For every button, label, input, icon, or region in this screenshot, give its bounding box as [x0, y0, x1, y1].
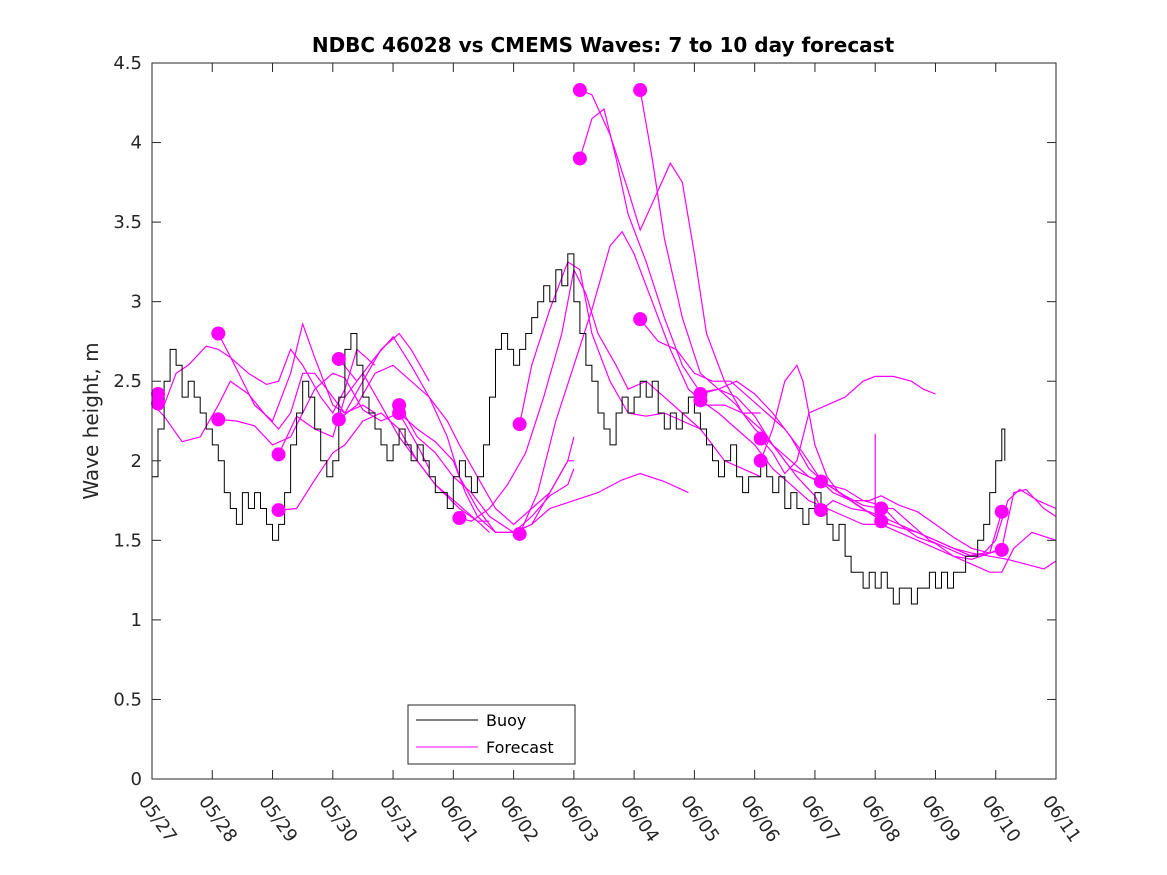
legend-forecast-label: Forecast [486, 738, 554, 757]
x-tick-label: 06/02 [496, 792, 543, 847]
forecast-start-marker [271, 503, 286, 518]
y-tick-label: 2.5 [113, 371, 142, 392]
forecast-start-marker [512, 417, 527, 432]
axes-frame [151, 62, 1057, 780]
forecast-start-marker [813, 474, 828, 489]
x-tick-label: 06/03 [556, 792, 603, 847]
forecast-start-marker [151, 396, 166, 411]
y-tick-label: 1 [131, 610, 142, 631]
legend: Buoy Forecast [407, 704, 576, 765]
forecast-start-marker [813, 503, 828, 518]
y-axis-label: Wave height, m [79, 342, 103, 499]
forecast-line [278, 412, 490, 533]
forecast-start-marker [874, 501, 889, 516]
y-tick-label: 3 [131, 292, 142, 313]
forecast-start-marker [633, 83, 648, 98]
forecast-line [700, 399, 1003, 561]
forecast-start-marker [331, 412, 346, 427]
forecast-line [519, 230, 761, 535]
forecast-line [760, 364, 876, 518]
forecast-line [760, 375, 936, 475]
x-tick-label: 05/27 [134, 792, 181, 847]
forecast-start-marker [572, 151, 587, 166]
forecast-start-marker [512, 526, 527, 541]
buoy-line [152, 253, 1006, 605]
x-tick-label: 06/07 [797, 792, 844, 847]
series-layer [152, 89, 1056, 605]
forecast-start-marker [633, 312, 648, 327]
forecast-start-marker [693, 393, 708, 408]
y-tick-label: 3.5 [113, 212, 142, 233]
chart-title: NDBC 46028 vs CMEMS Waves: 7 to 10 day f… [312, 33, 895, 57]
forecast-start-marker [994, 542, 1009, 557]
x-tick-label: 05/30 [315, 792, 362, 847]
x-tick-label: 06/11 [1038, 792, 1085, 847]
y-tick-label: 4.5 [113, 53, 142, 74]
y-tick-label: 2 [131, 451, 142, 472]
x-tick-label: 05/31 [375, 792, 422, 847]
y-tick-label: 0.5 [113, 689, 142, 710]
x-tick-label: 06/05 [676, 792, 723, 847]
forecast-start-marker [753, 453, 768, 468]
forecast-start-marker [271, 447, 286, 462]
forecast-start-marker [331, 351, 346, 366]
forecast-start-marker [392, 406, 407, 421]
x-tick-label: 06/06 [737, 792, 784, 847]
forecast-line [459, 267, 701, 522]
x-tick-label: 06/08 [857, 792, 904, 847]
forecast-line [820, 481, 1056, 554]
legend-box [407, 704, 576, 765]
x-tick-label: 06/01 [435, 792, 482, 847]
forecast-line [338, 364, 575, 526]
plot-area: 0 0.5 1 1.5 2 2.5 3 3.5 4 4.5 05/27 05/28 05/29 05/30… [113, 53, 1085, 846]
forecast-line [519, 260, 761, 478]
forecast-line [152, 345, 376, 415]
x-tick-label: 06/09 [917, 792, 964, 847]
marker-layer [151, 83, 1009, 557]
x-tick-label: 06/10 [978, 792, 1025, 847]
y-tick-label: 0 [131, 769, 142, 790]
forecast-start-marker [452, 511, 467, 526]
forecast-start-marker [874, 514, 889, 529]
forecast-line [880, 520, 1056, 570]
legend-buoy-label: Buoy [486, 711, 526, 730]
forecast-start-marker [211, 412, 226, 427]
forecast-line [579, 89, 822, 509]
y-tick-label: 1.5 [113, 530, 142, 551]
forecast-line [398, 412, 574, 533]
forecast-start-marker [211, 326, 226, 341]
x-tick-label: 05/29 [254, 792, 301, 847]
forecast-start-marker [572, 83, 587, 98]
x-tick-label: 05/28 [194, 792, 241, 847]
forecast-line [881, 488, 1056, 557]
y-tick-label: 4 [131, 133, 142, 154]
forecast-start-marker [994, 504, 1009, 519]
x-tick-label: 06/04 [616, 792, 663, 847]
forecast-start-marker [753, 431, 768, 446]
